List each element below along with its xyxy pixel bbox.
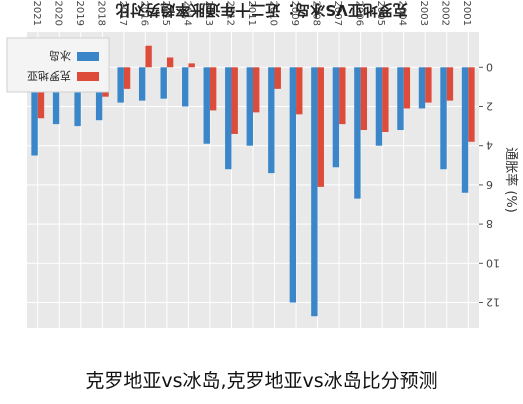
bar-iceland-2020 bbox=[52, 67, 60, 125]
x-tick-label: 2018 bbox=[95, 1, 106, 26]
x-tick-label: 2014 bbox=[181, 1, 192, 26]
x-tick-label: 2015 bbox=[160, 1, 171, 26]
bar-croatia-2008 bbox=[317, 67, 324, 187]
legend: 克罗地亚 冰岛 bbox=[6, 37, 110, 93]
caption: 克罗地亚vs冰岛,克罗地亚vs冰岛比分预测 bbox=[85, 370, 438, 392]
bar-croatia-2002 bbox=[446, 67, 454, 101]
bar-iceland-2014 bbox=[182, 67, 189, 107]
bar-iceland-2017 bbox=[117, 67, 124, 103]
x-tick-label: 2009 bbox=[289, 1, 300, 26]
legend-swatch-croatia bbox=[77, 72, 99, 81]
bar-iceland-2010 bbox=[268, 67, 275, 174]
bar-iceland-2009 bbox=[289, 67, 297, 303]
bar-iceland-2021 bbox=[31, 67, 38, 156]
x-tick-label: 2013 bbox=[203, 1, 214, 26]
y-tick-label: 12 bbox=[486, 296, 500, 309]
x-tick-label: 2010 bbox=[268, 1, 279, 26]
bar-iceland-2006 bbox=[354, 67, 361, 199]
bar-croatia-2016 bbox=[145, 45, 152, 68]
x-tick-labels: 2001 2002 2003 2004 2005 2006 2007 2008 2009 2010… bbox=[31, 1, 472, 26]
bar-iceland-2005 bbox=[375, 67, 383, 146]
legend-swatch-iceland bbox=[77, 52, 99, 61]
bar-croatia-2017 bbox=[123, 67, 131, 89]
bar-iceland-2019 bbox=[74, 67, 81, 127]
x-tick-label: 2012 bbox=[224, 1, 235, 26]
x-tick-label: 2019 bbox=[74, 1, 85, 26]
y-axis-label: 通胀率 (%) bbox=[503, 147, 519, 213]
bar-iceland-2003 bbox=[418, 67, 426, 109]
bars bbox=[31, 45, 475, 317]
x-tick-label: 2007 bbox=[332, 1, 343, 26]
bar-croatia-2009 bbox=[296, 67, 303, 115]
x-tick-label: 2005 bbox=[375, 1, 386, 26]
bar-croatia-2010 bbox=[274, 67, 281, 89]
bar-iceland-2016 bbox=[138, 67, 146, 101]
bar-iceland-2012 bbox=[225, 67, 232, 170]
bar-croatia-2015 bbox=[166, 57, 174, 68]
x-tick-label: 2020 bbox=[52, 1, 63, 26]
x-tick-label: 2003 bbox=[418, 1, 429, 26]
y-tick-label: 0 bbox=[486, 60, 493, 73]
legend-label-croatia: 克罗地亚 bbox=[27, 69, 71, 82]
bar-iceland-2011 bbox=[246, 67, 253, 146]
chart-title: 克罗地亚VS冰岛：近二十年通胀率趋势对比 bbox=[115, 1, 407, 19]
bar-iceland-2001 bbox=[461, 67, 469, 193]
bar-iceland-2007 bbox=[332, 67, 340, 168]
bar-croatia-2007 bbox=[339, 67, 346, 125]
bar-croatia-2006 bbox=[360, 67, 368, 131]
x-tick-label: 2016 bbox=[138, 1, 149, 26]
x-tick-label: 2008 bbox=[311, 1, 322, 26]
x-tick-label: 2011 bbox=[246, 1, 257, 26]
bar-croatia-2014 bbox=[188, 63, 195, 68]
bar-croatia-2004 bbox=[403, 67, 411, 109]
bar-croatia-2003 bbox=[425, 67, 432, 103]
y-tick-label: 10 bbox=[486, 256, 500, 269]
x-tick-label: 2001 bbox=[461, 1, 472, 26]
bar-croatia-2021 bbox=[37, 67, 45, 119]
bar-iceland-2013 bbox=[203, 67, 210, 144]
y-tick-label: 2 bbox=[486, 99, 493, 112]
y-tick-label: 4 bbox=[486, 139, 493, 152]
bar-iceland-2018 bbox=[95, 67, 103, 121]
bar-croatia-2001 bbox=[468, 67, 475, 142]
x-tick-label: 2021 bbox=[31, 1, 42, 26]
bar-croatia-2012 bbox=[231, 67, 238, 134]
bar-iceland-2004 bbox=[397, 67, 404, 131]
bar-iceland-2002 bbox=[440, 67, 447, 170]
bar-croatia-2013 bbox=[209, 67, 217, 111]
x-tick-label: 2006 bbox=[354, 1, 365, 26]
bar-iceland-2008 bbox=[311, 67, 318, 317]
bar-croatia-2005 bbox=[382, 67, 389, 132]
legend-box bbox=[6, 37, 110, 93]
y-tick-label: 6 bbox=[486, 178, 493, 191]
y-tick-labels: 0 2 4 6 8 10 12 bbox=[479, 60, 500, 309]
y-tick-label: 8 bbox=[486, 217, 493, 230]
legend-label-iceland: 冰岛 bbox=[49, 49, 71, 63]
x-tick-label: 2002 bbox=[440, 1, 451, 26]
x-tick-label: 2017 bbox=[117, 1, 128, 26]
x-tick-label: 2004 bbox=[397, 1, 408, 26]
bar-croatia-2011 bbox=[253, 67, 260, 113]
bar-iceland-2015 bbox=[160, 67, 167, 99]
